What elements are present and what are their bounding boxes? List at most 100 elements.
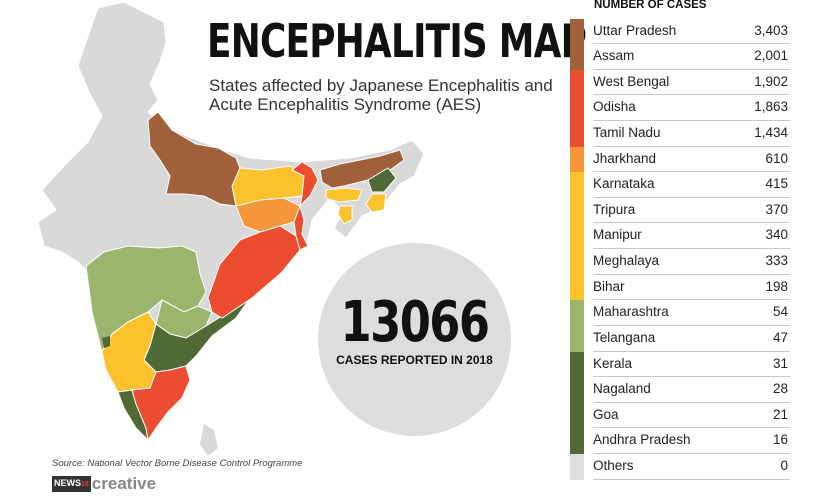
legend-row-divider xyxy=(593,94,790,96)
legend-state-name: Andhra Pradesh xyxy=(593,432,691,448)
legend-swatch xyxy=(570,454,584,480)
legend-state-name: Telangana xyxy=(593,329,656,345)
legend-row: Nagaland 28 xyxy=(570,377,790,403)
legend-case-count: 31 xyxy=(772,355,788,371)
legend-case-count: 28 xyxy=(772,381,788,397)
legend-case-count: 54 xyxy=(772,304,788,320)
legend-state-name: Meghalaya xyxy=(593,253,660,269)
legend-swatch xyxy=(570,428,584,455)
legend-row: Odisha 1,863 xyxy=(570,95,790,121)
legend-row-divider xyxy=(593,273,790,275)
legend-swatch xyxy=(570,223,584,250)
legend-case-count: 0 xyxy=(780,458,788,474)
region-tripura xyxy=(337,205,353,225)
legend-row: Andhra Pradesh 16 xyxy=(570,428,790,455)
source-note: Source: National Vector Borne Disease Co… xyxy=(52,458,303,469)
legend-state-name: Bihar xyxy=(593,278,625,294)
legend-case-count: 1,434 xyxy=(754,124,788,140)
legend-swatch xyxy=(570,325,584,352)
legend-swatch xyxy=(570,300,584,326)
legend-case-count: 3,403 xyxy=(754,22,788,38)
brand-box: NEWS18 xyxy=(52,476,91,492)
legend-state-name: Tamil Nadu xyxy=(593,124,661,140)
legend-state-name: Kerala xyxy=(593,355,633,371)
legend-swatch xyxy=(570,95,584,121)
legend-row-divider xyxy=(593,68,790,70)
legend-state-name: Tripura xyxy=(593,201,636,217)
legend-row-divider xyxy=(593,196,790,198)
legend-row: Assam 2,001 xyxy=(570,44,790,70)
region-goa xyxy=(102,336,110,348)
legend-row: Karnataka 415 xyxy=(570,172,790,198)
legend-state-name: Karnataka xyxy=(593,176,655,192)
legend-case-count: 198 xyxy=(765,278,788,294)
legend-swatch xyxy=(570,172,584,198)
brand-box-text: NEWS xyxy=(54,478,81,488)
region-tamil-nadu xyxy=(131,365,191,442)
legend-case-count: 16 xyxy=(772,432,788,448)
legend-row-divider xyxy=(593,453,790,455)
legend-case-count: 610 xyxy=(765,150,788,166)
brand-sup: 18 xyxy=(81,481,89,488)
legend-row: Jharkhand 610 xyxy=(570,146,790,173)
total-cases-value: 13066 xyxy=(340,290,490,355)
legend-state-name: Jharkhand xyxy=(593,150,657,166)
region-nagaland xyxy=(367,167,397,193)
legend-row: Tamil Nadu 1,434 xyxy=(570,120,790,147)
page-title: ENCEPHALITIS MAP xyxy=(207,14,587,68)
legend-row: Manipur 340 xyxy=(570,223,790,250)
legend-swatch xyxy=(570,197,584,224)
region-uttar-pradesh xyxy=(147,111,241,207)
legend-row-divider xyxy=(593,324,790,326)
legend-state-name: Others xyxy=(593,458,634,474)
legend-row-divider xyxy=(593,478,790,480)
legend-case-count: 2,001 xyxy=(754,48,788,64)
legend-row: Goa 21 xyxy=(570,402,790,429)
legend-state-name: Uttar Pradesh xyxy=(593,22,677,38)
legend-case-count: 21 xyxy=(772,406,788,422)
legend-swatch xyxy=(570,249,584,275)
legend-case-count: 370 xyxy=(765,201,788,217)
brand-text: creative xyxy=(91,474,157,493)
legend-row-divider xyxy=(593,401,790,403)
legend-row: Maharashtra 54 xyxy=(570,300,790,326)
legend-row: Kerala 31 xyxy=(570,351,790,378)
legend-row: Telangana 47 xyxy=(570,325,790,352)
legend-row-divider xyxy=(593,350,790,352)
legend-state-name: West Bengal xyxy=(593,73,670,89)
legend-row-divider xyxy=(593,222,790,224)
region-manipur xyxy=(365,193,387,213)
legend-header: NUMBER OF CASES xyxy=(594,0,707,11)
legend-case-count: 1,902 xyxy=(754,73,788,89)
legend-state-name: Manipur xyxy=(593,227,642,243)
legend-row: Uttar Pradesh 3,403 xyxy=(570,18,790,45)
legend-row-divider xyxy=(593,145,790,147)
total-cases-caption: CASES REPORTED IN 2018 xyxy=(336,353,493,367)
legend-state-name: Nagaland xyxy=(593,381,651,397)
legend-row: Meghalaya 333 xyxy=(570,249,790,275)
legend-state-name: Assam xyxy=(593,48,635,64)
legend-row-divider xyxy=(593,43,790,45)
legend-case-count: 415 xyxy=(765,176,788,192)
region-west-bengal xyxy=(291,161,319,251)
legend-row-divider xyxy=(593,248,790,250)
legend-row: Bihar 198 xyxy=(570,274,790,301)
brand-logo: NEWS18 creative xyxy=(52,474,157,493)
legend-row: Tripura 370 xyxy=(570,197,790,224)
legend-swatch xyxy=(570,146,584,173)
legend-case-count: 47 xyxy=(772,329,788,345)
legend-row: Others 0 xyxy=(570,454,790,480)
legend-row: West Bengal 1,902 xyxy=(570,69,790,96)
legend-swatch xyxy=(570,18,584,45)
legend-state-name: Odisha xyxy=(593,99,636,115)
legend-row-divider xyxy=(593,119,790,121)
legend-swatch xyxy=(570,377,584,403)
legend-swatch xyxy=(570,402,584,429)
page-subtitle: States affected by Japanese Encephalitis… xyxy=(209,76,553,114)
legend-state-name: Maharashtra xyxy=(593,304,669,320)
legend-state-name: Goa xyxy=(593,406,619,422)
legend-case-count: 1,863 xyxy=(754,99,788,115)
legend-swatch xyxy=(570,69,584,96)
legend-row-divider xyxy=(593,427,790,429)
